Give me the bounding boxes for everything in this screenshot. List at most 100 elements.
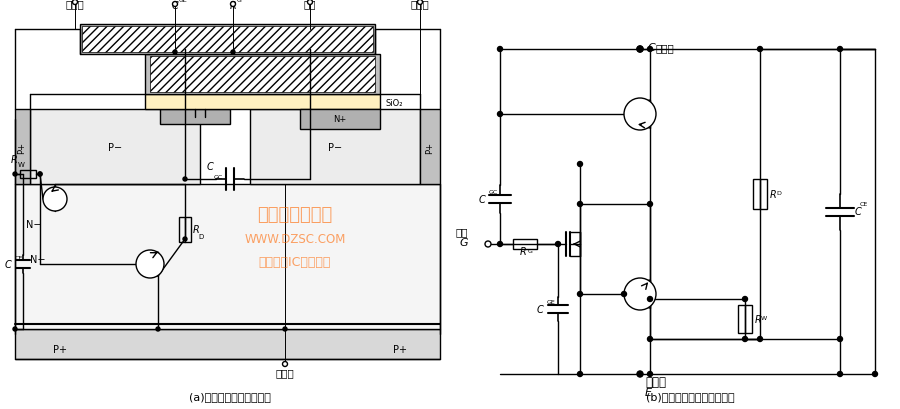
Circle shape	[156, 327, 160, 331]
Bar	[15, 329, 440, 359]
Text: 全球最大IC采购网站: 全球最大IC采购网站	[259, 255, 331, 268]
Circle shape	[555, 242, 561, 247]
Circle shape	[43, 188, 67, 211]
Text: N−: N−	[26, 220, 41, 229]
Text: R: R	[11, 155, 17, 164]
Circle shape	[578, 292, 582, 297]
Bar	[179, 217, 191, 242]
Text: R: R	[770, 189, 777, 200]
Text: CE: CE	[860, 202, 868, 207]
Circle shape	[872, 372, 878, 377]
Text: P+: P+	[393, 344, 407, 354]
Text: GE: GE	[547, 299, 556, 304]
Text: GC: GC	[214, 175, 223, 180]
Text: C: C	[172, 1, 178, 11]
Text: N−: N−	[30, 254, 46, 264]
Circle shape	[647, 372, 652, 377]
Circle shape	[838, 337, 842, 342]
Text: R: R	[519, 246, 526, 256]
Text: R: R	[230, 1, 237, 11]
Bar	[160, 110, 230, 125]
Circle shape	[758, 337, 762, 342]
Circle shape	[624, 99, 656, 131]
Circle shape	[647, 47, 652, 52]
Text: C: C	[648, 43, 656, 53]
Circle shape	[173, 51, 177, 55]
Circle shape	[647, 337, 652, 342]
Text: W: W	[18, 162, 25, 168]
Circle shape	[230, 2, 236, 7]
Text: P−: P−	[108, 143, 122, 153]
Text: 栅极: 栅极	[304, 0, 316, 9]
Circle shape	[13, 173, 17, 177]
Text: P+: P+	[426, 142, 435, 154]
Bar	[15, 184, 440, 329]
Circle shape	[838, 372, 842, 377]
Circle shape	[136, 250, 164, 278]
Text: 集电极: 集电极	[656, 43, 675, 53]
Text: 维库电子市场网: 维库电子市场网	[257, 205, 333, 223]
Circle shape	[73, 0, 77, 5]
Circle shape	[173, 2, 177, 7]
Bar	[15, 110, 30, 184]
Text: G: G	[459, 237, 468, 247]
Text: R: R	[755, 314, 761, 324]
Circle shape	[578, 202, 582, 207]
Text: R: R	[193, 225, 200, 234]
Circle shape	[283, 362, 287, 366]
Circle shape	[498, 112, 502, 117]
Text: W: W	[761, 315, 767, 320]
Circle shape	[622, 292, 626, 297]
Circle shape	[231, 51, 235, 55]
Bar	[30, 110, 200, 184]
Circle shape	[637, 47, 643, 53]
Text: C: C	[536, 304, 543, 314]
Text: 集电极: 集电极	[410, 0, 429, 9]
Text: CE: CE	[15, 255, 23, 261]
Circle shape	[38, 173, 42, 177]
Bar	[753, 180, 767, 209]
Bar	[420, 110, 440, 184]
Text: GC: GC	[489, 189, 499, 195]
Circle shape	[498, 242, 502, 247]
Text: (b)带有寄生组件的等效电路: (b)带有寄生组件的等效电路	[645, 391, 734, 401]
Text: D: D	[776, 191, 781, 196]
Text: 发射极: 发射极	[66, 0, 85, 9]
Circle shape	[38, 173, 42, 177]
Text: P−: P−	[328, 143, 342, 153]
Text: N+: N+	[333, 115, 346, 124]
Bar	[82, 27, 373, 53]
Circle shape	[647, 202, 652, 207]
Circle shape	[742, 337, 748, 342]
Circle shape	[578, 162, 582, 167]
Bar	[250, 110, 420, 184]
Bar	[145, 95, 380, 110]
Text: C: C	[4, 259, 11, 270]
Circle shape	[637, 47, 643, 53]
Text: WWW.DZSC.COM: WWW.DZSC.COM	[244, 233, 346, 246]
Circle shape	[758, 47, 762, 52]
Circle shape	[418, 0, 422, 5]
Bar	[300, 110, 380, 130]
Text: G: G	[528, 248, 533, 254]
Circle shape	[637, 371, 643, 377]
Text: C: C	[207, 162, 213, 172]
Circle shape	[283, 327, 287, 331]
Circle shape	[183, 237, 187, 241]
Circle shape	[742, 297, 748, 302]
Circle shape	[485, 241, 491, 247]
Circle shape	[183, 178, 187, 182]
Text: C: C	[855, 207, 862, 217]
Text: P+: P+	[17, 142, 26, 154]
Text: C: C	[478, 195, 485, 204]
Bar	[20, 171, 35, 179]
Text: E: E	[645, 387, 652, 397]
Text: (a)单元结构内的寄生组件: (a)单元结构内的寄生组件	[189, 391, 271, 401]
Bar	[512, 239, 536, 249]
Text: SiO₂: SiO₂	[385, 98, 402, 107]
Bar	[80, 25, 375, 55]
Circle shape	[637, 47, 643, 52]
Bar	[738, 305, 752, 333]
Circle shape	[13, 327, 17, 331]
Bar	[145, 55, 380, 95]
